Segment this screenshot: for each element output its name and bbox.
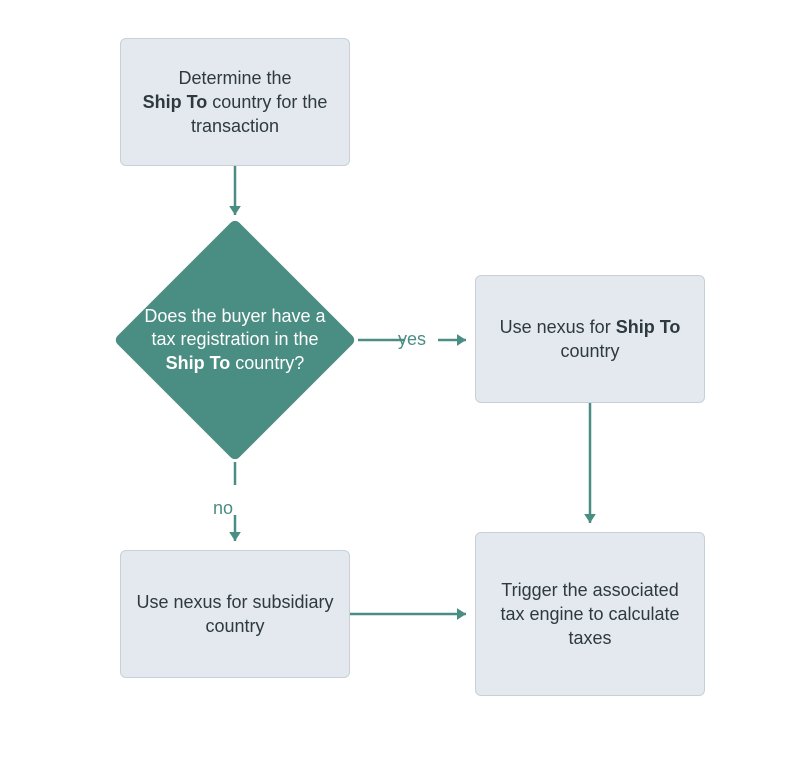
node-use-nexus-subsidiary: Use nexus for subsidiary country	[120, 550, 350, 678]
text-bold-segment: Ship To	[616, 317, 681, 337]
text-bold-segment: Ship To	[166, 353, 231, 373]
node-text: Determine the Ship To country for the tr…	[135, 66, 335, 139]
node-determine-ship-to: Determine the Ship To country for the tr…	[120, 38, 350, 166]
node-decision-tax-registration: Does the buyer have a tax registration i…	[113, 218, 356, 461]
node-text: Trigger the associated tax engine to cal…	[490, 578, 690, 651]
text-segment: country for the transaction	[191, 92, 327, 136]
tax-nexus-flowchart: Determine the Ship To country for the tr…	[0, 0, 785, 777]
node-text: Does the buyer have a tax registration i…	[120, 255, 350, 425]
node-text: Use nexus for subsidiary country	[135, 590, 335, 639]
text-segment: country	[560, 341, 619, 361]
edge-label-yes: yes	[398, 329, 426, 350]
edge-label-no: no	[213, 498, 233, 519]
text-segment: Use nexus for	[500, 317, 616, 337]
text-segment: country?	[230, 353, 304, 373]
text-bold-segment: Ship To	[143, 92, 208, 112]
node-text: Use nexus for Ship To country	[490, 315, 690, 364]
node-trigger-tax-engine: Trigger the associated tax engine to cal…	[475, 532, 705, 696]
node-use-nexus-ship-to: Use nexus for Ship To country	[475, 275, 705, 403]
text-segment: Does the buyer have a tax registration i…	[144, 306, 325, 349]
text-segment: Determine the	[178, 68, 291, 88]
